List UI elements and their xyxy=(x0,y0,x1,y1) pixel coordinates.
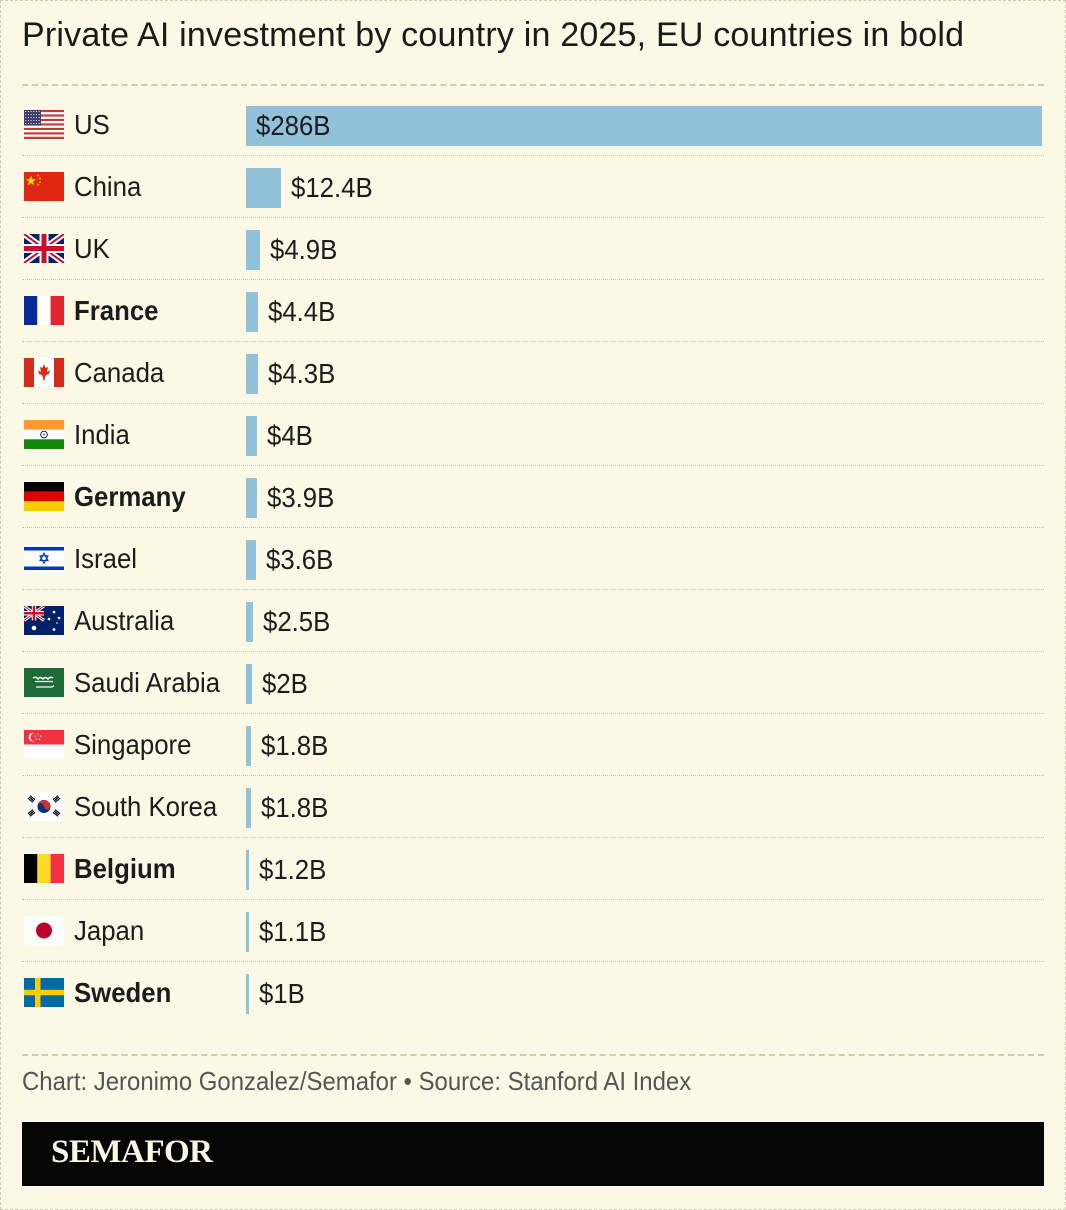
bottom-divider xyxy=(22,1054,1044,1056)
india-flag-icon xyxy=(24,420,64,449)
chart-row: Belgium $1.2B xyxy=(22,838,1044,900)
country-label: UK xyxy=(74,233,110,264)
country-label: Singapore xyxy=(74,729,192,760)
country-label: Canada xyxy=(74,357,165,388)
value-label: $2.5B xyxy=(262,606,331,637)
bar xyxy=(246,354,258,394)
brand-logo: SEMAFOR xyxy=(51,1134,213,1170)
chart-row: India $4B xyxy=(22,404,1044,466)
bar xyxy=(246,168,281,208)
country-label: Germany xyxy=(74,481,186,512)
value-label: $4.4B xyxy=(268,296,336,327)
chart-title: Private AI investment by country in 2025… xyxy=(22,16,965,54)
chart-row: France $4.4B xyxy=(22,280,1044,342)
belgium-flag-icon xyxy=(24,854,64,883)
bar xyxy=(246,478,257,518)
row-separator xyxy=(22,465,1044,466)
bar xyxy=(246,292,259,332)
row-separator xyxy=(22,651,1044,652)
bar xyxy=(246,540,257,580)
bar xyxy=(246,416,258,456)
row-separator xyxy=(22,899,1044,900)
sweden-flag-icon xyxy=(24,978,64,1007)
value-label: $3.9B xyxy=(266,482,335,513)
bar xyxy=(246,912,250,952)
country-label: US xyxy=(74,109,110,140)
chart-row: Australia $2.5B xyxy=(22,590,1044,652)
row-separator xyxy=(22,837,1044,838)
value-label: $1.2B xyxy=(259,854,327,885)
bar xyxy=(246,230,260,270)
row-separator xyxy=(22,527,1044,528)
row-separator xyxy=(22,217,1044,218)
chart-row: Germany $3.9B xyxy=(22,466,1044,528)
country-label: China xyxy=(74,171,142,202)
row-separator xyxy=(22,775,1044,776)
bar xyxy=(246,974,249,1014)
country-label: Japan xyxy=(74,915,145,946)
chart-source: Chart: Jeronimo Gonzalez/Semafor • Sourc… xyxy=(22,1066,692,1096)
chart-row: UK $4.9B xyxy=(22,218,1044,280)
france-flag-icon xyxy=(24,296,64,325)
row-separator xyxy=(22,279,1044,280)
chart-row: Saudi Arabia $2B xyxy=(22,652,1044,714)
chart-row: South Korea $1.8B xyxy=(22,776,1044,838)
china-flag-icon xyxy=(24,172,64,201)
bar xyxy=(246,726,251,766)
value-label: $1.8B xyxy=(261,730,329,761)
country-label: Israel xyxy=(74,543,137,574)
value-label: $286B xyxy=(256,110,331,141)
uk-flag-icon xyxy=(22,231,66,266)
saudi-arabia-flag-icon xyxy=(24,668,64,697)
value-label: $3.6B xyxy=(266,544,334,575)
bar xyxy=(246,788,251,828)
country-label: Sweden xyxy=(74,977,172,1008)
country-label: France xyxy=(74,295,159,326)
country-label: India xyxy=(74,419,130,450)
value-label: $1.1B xyxy=(259,916,327,947)
germany-flag-icon xyxy=(24,482,64,511)
row-separator xyxy=(22,713,1044,714)
row-separator xyxy=(22,961,1044,962)
bar xyxy=(246,664,252,704)
chart-row: Canada $4.3B xyxy=(22,342,1044,404)
australia-flag-icon xyxy=(23,604,64,635)
chart-row: China $12.4B xyxy=(22,156,1044,218)
bar xyxy=(246,106,1042,146)
value-label: $4.9B xyxy=(269,234,337,265)
chart-row: Japan $1.1B xyxy=(22,900,1044,962)
row-separator xyxy=(22,155,1044,156)
bar-chart: US $286B China $12.4B UK $4.9B France $4.4B Cana… xyxy=(22,94,1044,1024)
japan-flag-icon xyxy=(24,916,64,945)
chart-row: Israel $3.6B xyxy=(22,528,1044,590)
value-label: $12.4B xyxy=(290,172,373,203)
us-flag-icon xyxy=(24,110,64,140)
country-label: Saudi Arabia xyxy=(74,667,221,698)
country-label: South Korea xyxy=(74,791,218,822)
value-label: $1.8B xyxy=(261,792,329,823)
row-separator xyxy=(22,403,1044,404)
top-divider xyxy=(22,84,1044,86)
chart-row: Sweden $1B xyxy=(22,962,1044,1024)
canada-flag-icon xyxy=(24,358,64,387)
value-label: $2B xyxy=(261,668,308,699)
row-separator xyxy=(22,589,1044,590)
country-label: Belgium xyxy=(74,853,176,884)
bar xyxy=(246,850,250,890)
chart-row: US $286B xyxy=(22,94,1044,156)
value-label: $4.3B xyxy=(267,358,336,389)
value-label: $4B xyxy=(267,420,313,451)
brand-bar: SEMAFOR xyxy=(22,1122,1044,1186)
value-label: $1B xyxy=(258,978,305,1009)
south-korea-flag-icon xyxy=(24,792,64,821)
row-separator xyxy=(22,341,1044,342)
chart-row: Singapore $1.8B xyxy=(22,714,1044,776)
israel-flag-icon xyxy=(24,544,64,573)
bar xyxy=(246,602,253,642)
country-label: Australia xyxy=(74,605,175,636)
singapore-flag-icon xyxy=(24,730,64,759)
